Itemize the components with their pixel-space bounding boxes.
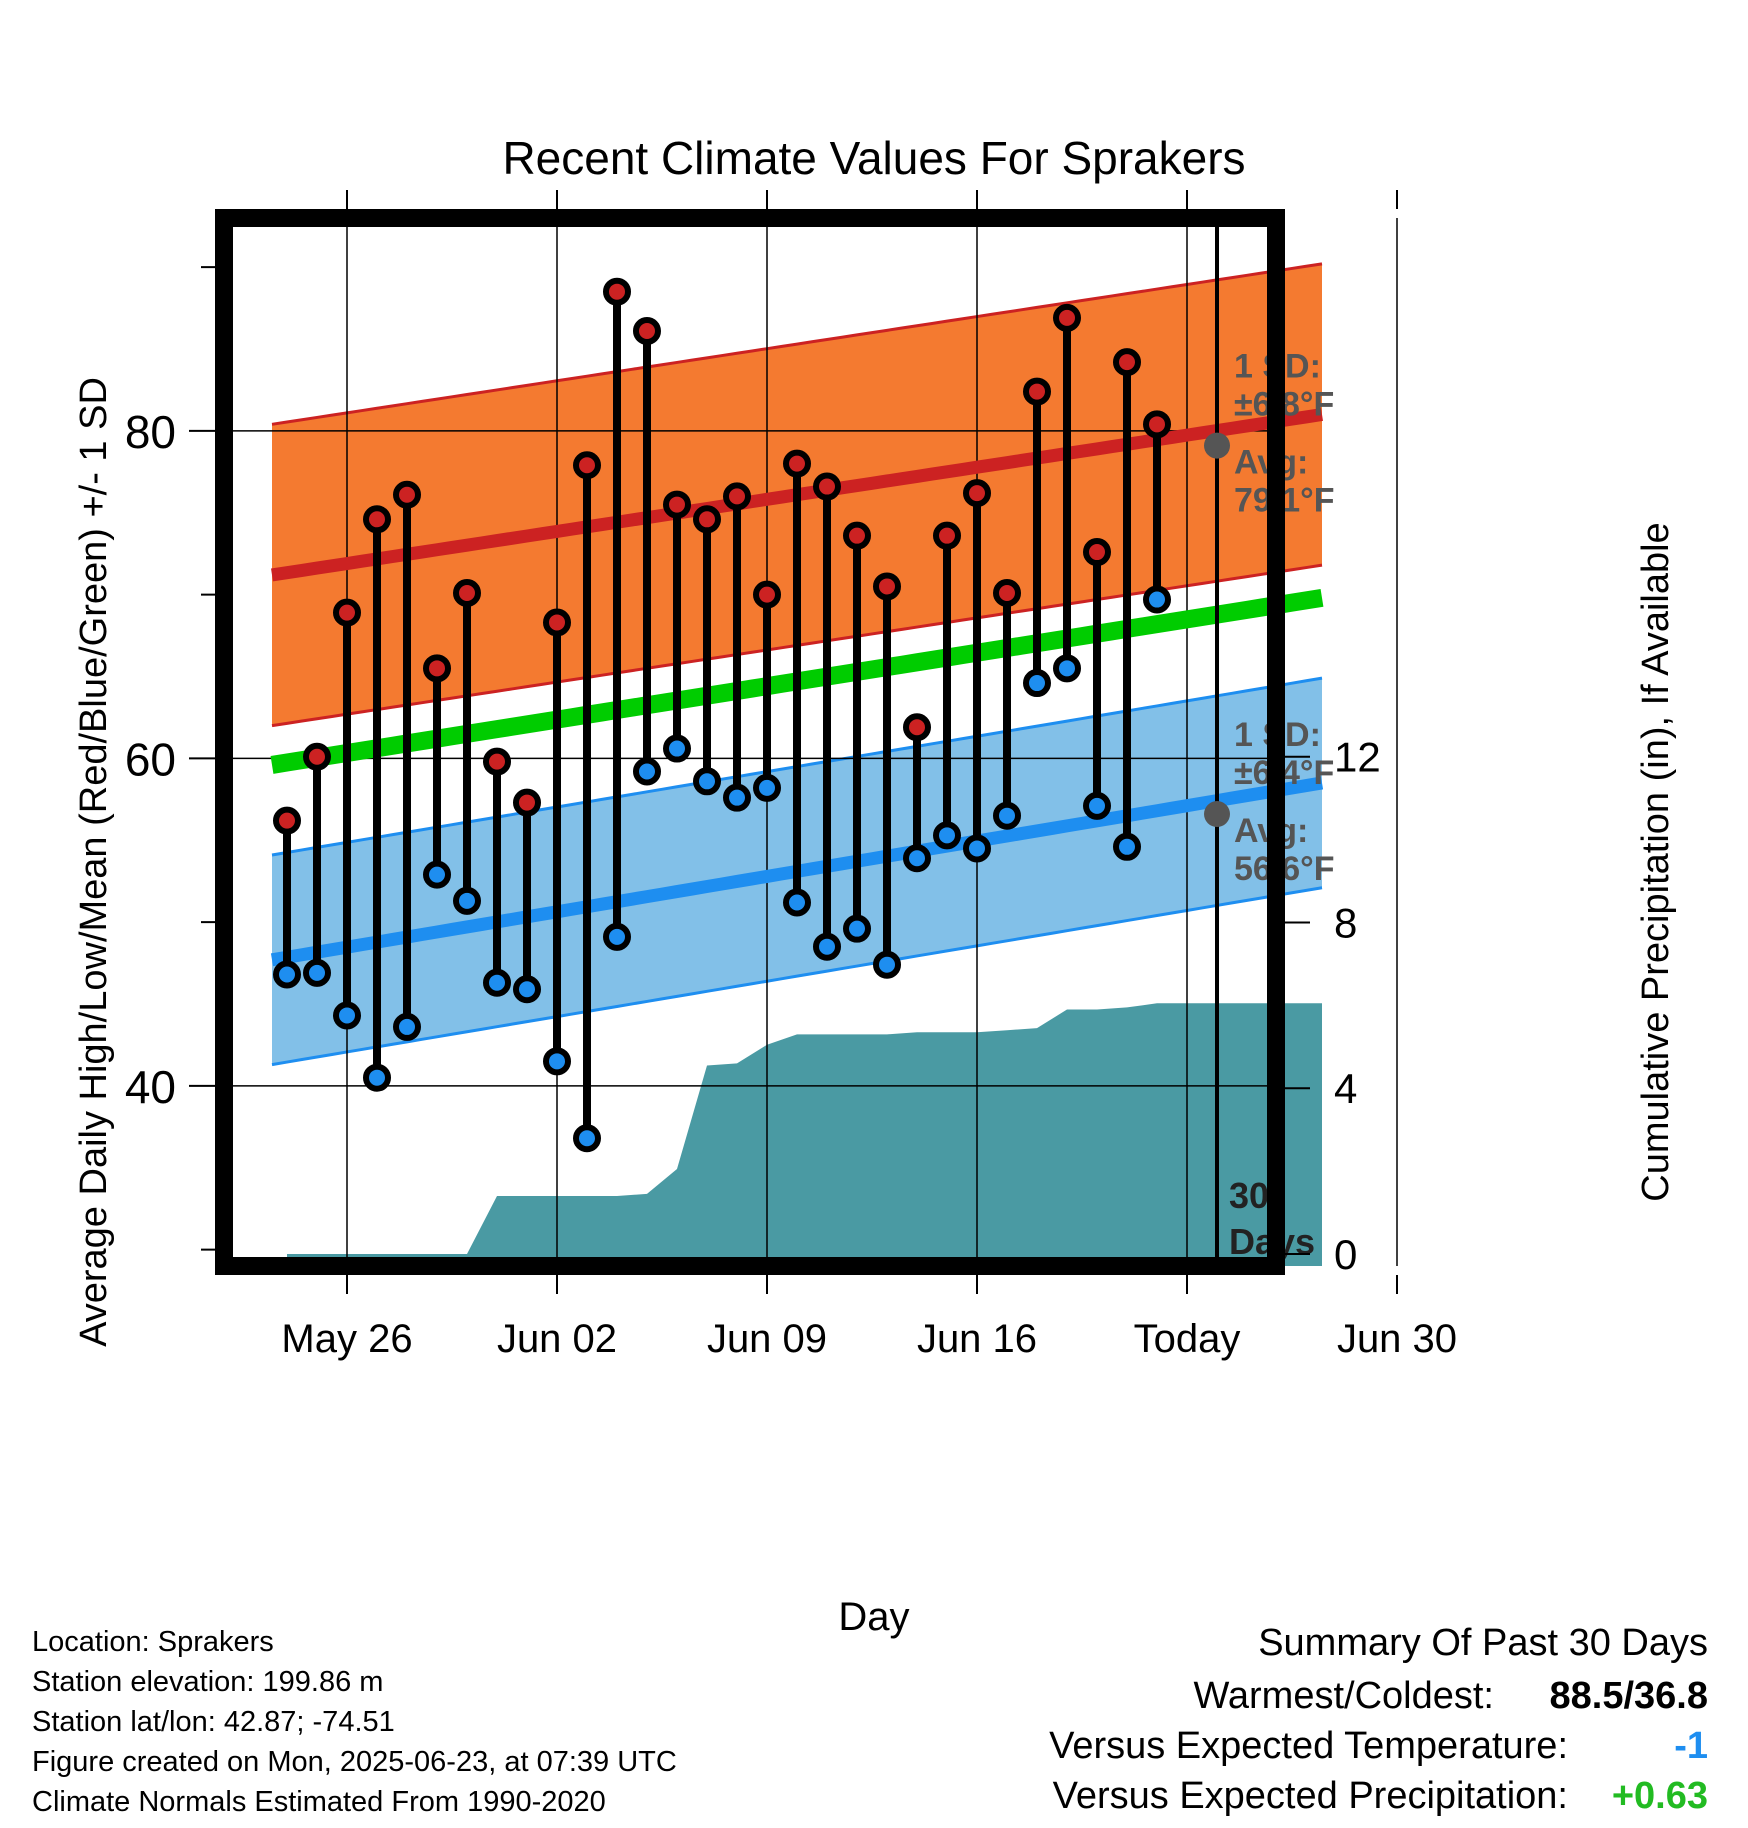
daily-high-point [843,521,871,550]
info-latlon: Station lat/lon: 42.87; -74.51 [32,1706,395,1738]
y-axis-label: Average Daily High/Low/Mean (Red/Blue/Gr… [73,377,115,1347]
daily-low-point [393,1012,421,1041]
y2-axis-label: Cumulative Precipitation (in), If Availa… [1635,522,1677,1201]
today-low-marker [1204,801,1230,828]
warm-cold-value: 88.5/36.8 [1549,1675,1708,1717]
today-high-marker [1204,432,1230,459]
temp-vs-expected-value: -1 [1674,1725,1708,1767]
daily-high-point [393,480,421,509]
daily-low-point [273,960,301,989]
daily-low-point [993,801,1021,830]
daily-low-point [663,734,691,763]
daily-low-point [813,932,841,961]
daily-low-point [963,834,991,863]
daily-low-point [903,844,931,873]
y2-tick-label: 8 [1334,899,1357,946]
x-tick-label: Jun 02 [497,1317,617,1361]
daily-high-point [303,742,331,771]
summary-title: Summary Of Past 30 Days [1258,1622,1708,1664]
info-elevation: Station elevation: 199.86 m [32,1666,384,1698]
precip-area [287,1003,1322,1266]
daily-low-point [1053,654,1081,683]
daily-high-point [1083,538,1111,567]
y-tick-label: 40 [125,1061,176,1113]
plot-frame [215,209,1285,1275]
x-tick-label: Today [1134,1317,1241,1361]
high-sd-band-upper-edge [271,262,1323,426]
info-created: Figure created on Mon, 2025-06-23, at 07… [32,1746,677,1778]
daily-low-point [573,1124,601,1153]
daily-low-point [483,968,511,997]
daily-high-point [1143,410,1171,439]
daily-high-point [1113,348,1141,377]
daily-low-point [333,1001,361,1030]
x-axis-label: Day [838,1595,909,1639]
low-sd-band-lower-edge [271,886,1323,1067]
daily-high-point [813,472,841,501]
chart-title: Recent Climate Values For Sprakers [502,132,1245,184]
daily-high-point [1053,303,1081,332]
daily-high-point [873,572,901,601]
info-location: Location: Sprakers [32,1626,274,1658]
daily-high-point [723,482,751,511]
daily-low-point [753,773,781,802]
daily-high-point [693,505,721,534]
daily-high-point [633,316,661,345]
daily-low-point [783,888,811,917]
daily-high-point [753,580,781,609]
daily-low-point [603,922,631,951]
daily-high-point [903,713,931,742]
daily-high-point [543,608,571,637]
precip-vs-expected-value: +0.63 [1611,1775,1708,1817]
daily-low-point [693,767,721,796]
daily-high-point [933,521,961,550]
x-tick-label: May 26 [281,1317,412,1361]
daily-low-point [363,1063,391,1092]
warm-cold-label: Warmest/Coldest: [1193,1675,1494,1717]
daily-high-point [663,490,691,519]
y2-tick-label: 12 [1334,734,1381,781]
y-tick-label: 80 [125,406,176,458]
daily-low-point [543,1047,571,1076]
daily-low-point [1083,791,1111,820]
y2-tick-label: 0 [1334,1231,1357,1278]
daily-low-point [1023,669,1051,698]
daily-high-point [1023,377,1051,406]
daily-low-point [633,757,661,786]
daily-low-point [1143,585,1171,614]
daily-high-point [963,479,991,508]
daily-high-point [573,451,601,480]
daily-high-point [783,449,811,478]
daily-high-point [513,788,541,817]
x-tick-label: Jun 09 [707,1317,827,1361]
y-tick-label: 60 [125,733,176,785]
precip-vs-expected-label: Versus Expected Precipitation: [1052,1775,1568,1817]
daily-low-point [423,860,451,889]
daily-high-point [423,654,451,683]
x-tick-label: Jun 16 [917,1317,1037,1361]
daily-low-point [513,975,541,1004]
daily-high-point [483,747,511,776]
daily-low-point [453,886,481,915]
daily-low-point [1113,832,1141,861]
daily-high-point [273,806,301,835]
days-marker-label: 30 [1229,1175,1269,1216]
daily-low-point [723,783,751,812]
climate-chart: Recent Climate Values For Sprakers 1 SD:… [73,132,1677,1639]
x-tick-label: Jun 30 [1337,1317,1457,1361]
daily-high-point [603,277,631,306]
daily-low-point [303,958,331,987]
daily-high-point [363,505,391,534]
daily-low-point [873,950,901,979]
info-normals: Climate Normals Estimated From 1990-2020 [32,1786,606,1818]
temp-vs-expected-label: Versus Expected Temperature: [1049,1725,1568,1767]
daily-low-point [933,821,961,850]
daily-high-point [993,578,1021,607]
daily-high-point [453,578,481,607]
y2-tick-label: 4 [1334,1065,1357,1112]
daily-low-point [843,914,871,943]
daily-high-point [333,598,361,627]
